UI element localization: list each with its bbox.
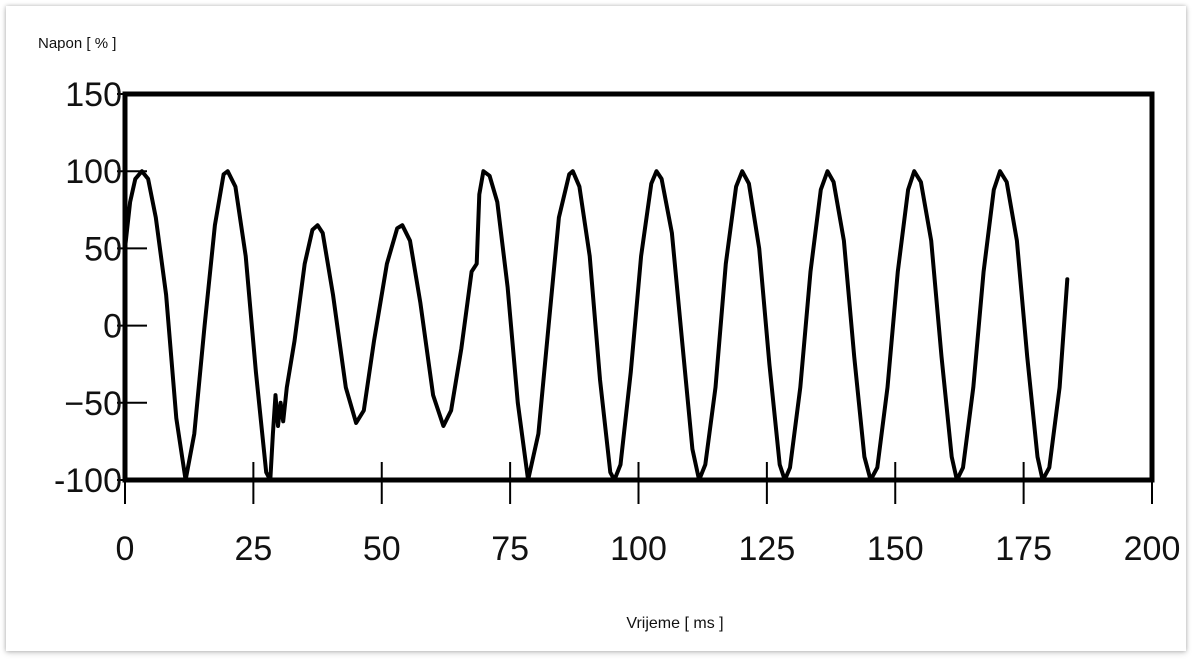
x-axis-label: Vrijeme [ ms ]	[626, 615, 723, 632]
y-tick-label: 50	[84, 230, 122, 268]
x-tick-label: 75	[491, 530, 529, 568]
plot-area-border	[122, 91, 1155, 483]
x-tick-label: 200	[1124, 530, 1181, 568]
x-tick-label: 0	[116, 530, 135, 568]
y-axis-label: Napon [ % ]	[38, 35, 116, 52]
x-tick-label: 125	[739, 530, 796, 568]
x-tick-label: 25	[234, 530, 272, 568]
x-tick-label: 175	[995, 530, 1052, 568]
x-tick-label: 150	[867, 530, 924, 568]
y-tick-label: 150	[65, 76, 122, 114]
y-tick-label: −50	[64, 385, 122, 423]
y-tick-label: 100	[65, 153, 122, 191]
voltage-waveform-line	[123, 169, 1070, 482]
x-tick-label: 100	[610, 530, 667, 568]
x-tick-label: 50	[363, 530, 401, 568]
y-tick-label: -100	[54, 462, 122, 500]
y-tick-label: 0	[103, 308, 122, 346]
